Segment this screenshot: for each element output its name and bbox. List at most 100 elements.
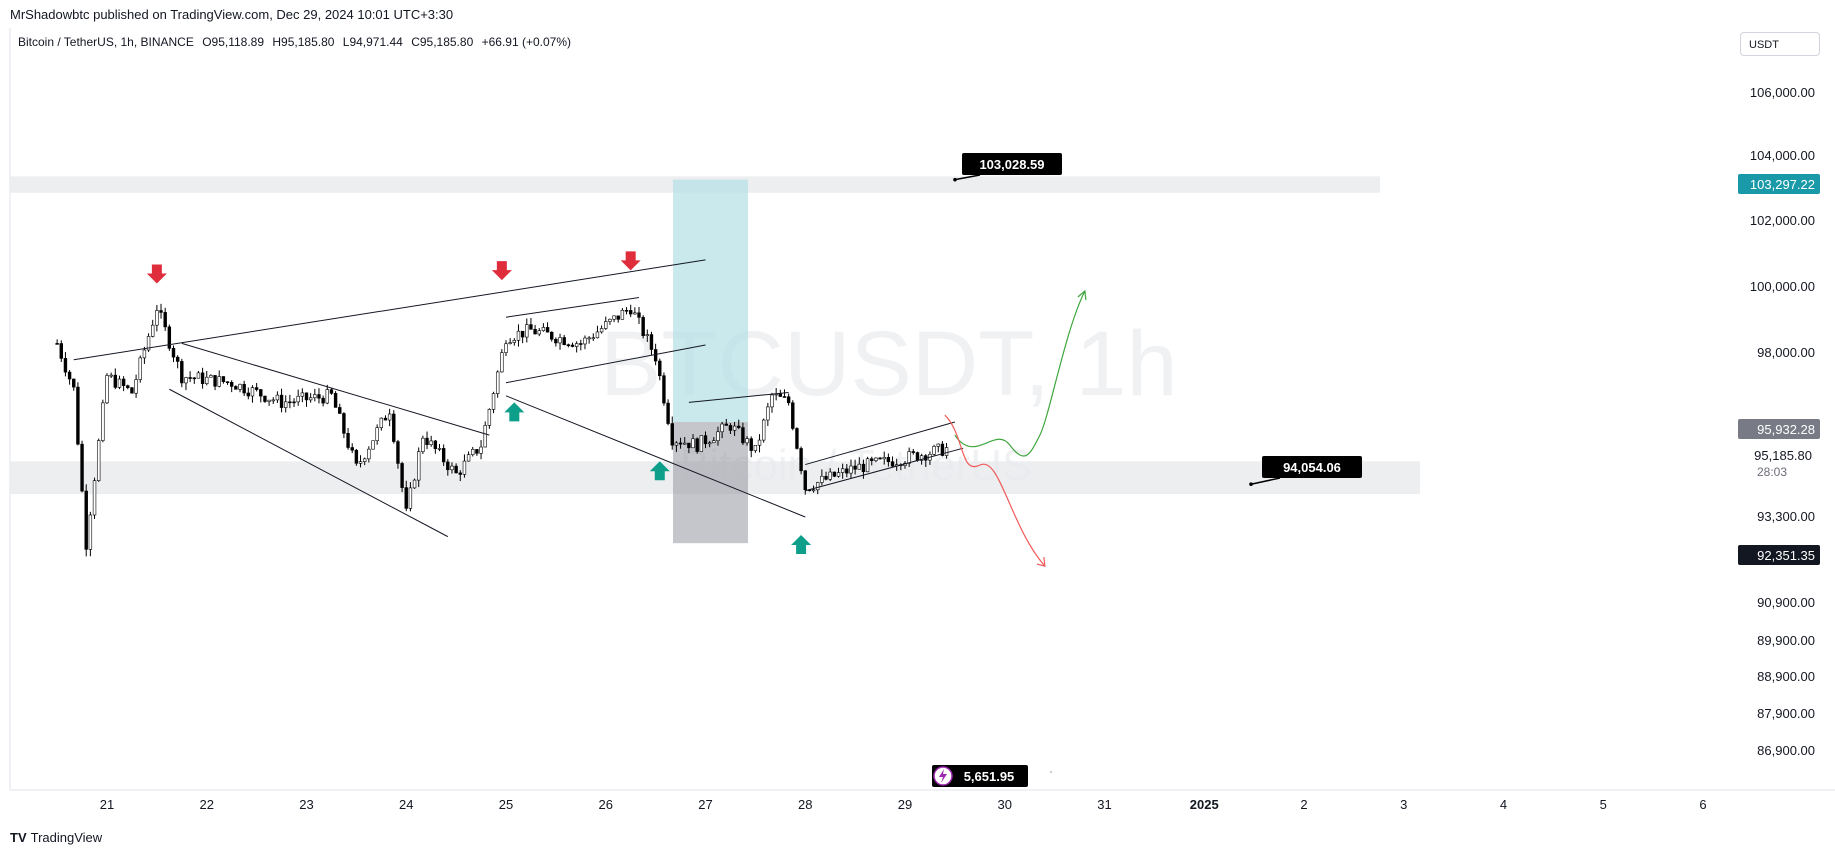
currency-button[interactable]: USDT: [1740, 32, 1820, 56]
candle-body: [446, 461, 450, 471]
candle-body: [192, 377, 196, 380]
position-stop-zone[interactable]: [673, 422, 748, 544]
candle-body: [537, 330, 541, 335]
candle-body: [678, 442, 683, 445]
candle-body: [466, 454, 471, 462]
candle-body: [824, 475, 828, 480]
callout-resistance[interactable]: 103,028.59: [953, 153, 1062, 182]
time-tick-label: 2025: [1190, 797, 1219, 812]
candle-body: [666, 402, 670, 424]
candle-body: [350, 447, 354, 451]
candle-body: [691, 438, 695, 449]
time-tick-label: 6: [1699, 797, 1706, 812]
price-axis[interactable]: 106,000.00 104,000.00 102,000.00 100,000.00…: [1738, 85, 1820, 758]
price-badge-resistance[interactable]: 103,297.22: [1738, 174, 1820, 194]
candle-body: [171, 348, 176, 358]
candle-body: [250, 387, 255, 397]
trendline[interactable]: [505, 395, 806, 518]
candle-body: [907, 451, 911, 464]
trendline[interactable]: [73, 259, 706, 361]
candle-body: [670, 423, 674, 446]
candle-body: [504, 343, 508, 353]
bearish-scenario-arrowhead-icon: [1036, 557, 1046, 567]
candle-body: [362, 458, 367, 462]
candle-body: [574, 343, 579, 347]
sell-arrow-icon[interactable]: [491, 261, 512, 281]
trendline[interactable]: [505, 297, 640, 318]
candle-body: [188, 377, 192, 379]
position-target-zone[interactable]: [673, 179, 748, 422]
price-tick-label: 87,900.00: [1757, 706, 1815, 721]
candle-body: [861, 463, 866, 473]
candle-body: [279, 394, 284, 408]
candle-body: [566, 344, 571, 346]
candle-body: [101, 402, 105, 441]
symbol-legend[interactable]: Bitcoin / TetherUS, 1h, BINANCE O95,118.…: [18, 35, 576, 49]
trendline[interactable]: [505, 344, 706, 384]
symbol-name: Bitcoin / TetherUS, 1h, BINANCE: [18, 35, 194, 49]
candle-body: [421, 437, 425, 452]
last-price-label: 95,185.80: [1754, 448, 1812, 463]
candle-body: [579, 343, 583, 345]
candle-body: [874, 457, 878, 461]
price-tick-label: 88,900.00: [1757, 669, 1815, 684]
candle-body: [379, 417, 384, 428]
trendline[interactable]: [688, 392, 789, 403]
candle-body: [512, 340, 517, 343]
callout-support[interactable]: 94,054.06: [1249, 456, 1362, 487]
candle-body: [412, 479, 417, 489]
price-tick-label: 100,000.00: [1750, 279, 1815, 294]
candle-body: [396, 441, 400, 464]
price-badge-ema[interactable]: 95,932.28: [1738, 419, 1820, 439]
candle-body: [358, 461, 363, 464]
bearish-scenario-path[interactable]: [944, 414, 1046, 567]
price-badge-stop[interactable]: 92,351.35: [1738, 545, 1820, 565]
candle-body: [624, 309, 629, 312]
trendline[interactable]: [181, 342, 490, 436]
candle-body: [151, 324, 155, 337]
time-tick-label: 25: [499, 797, 513, 812]
time-tick-label: 24: [399, 797, 413, 812]
candle-body: [757, 439, 762, 446]
candle-body: [587, 337, 591, 340]
time-tick-label: 23: [299, 797, 313, 812]
candle-body: [142, 349, 147, 359]
candle-body: [105, 375, 109, 404]
candle-body: [92, 480, 97, 516]
candle-body: [487, 409, 492, 426]
sell-arrow-icon[interactable]: [146, 264, 167, 284]
candle-body: [741, 427, 745, 444]
candle-body: [342, 413, 346, 434]
candle-body: [175, 356, 180, 362]
candle-body: [662, 375, 666, 404]
bullish-scenario-path[interactable]: [954, 290, 1086, 457]
ohlc-low: L94,971.44: [342, 35, 403, 49]
candle-body: [88, 514, 93, 550]
candle-body: [371, 440, 375, 450]
candle-body: [791, 402, 795, 429]
candle-body: [533, 329, 537, 335]
time-tick-label: 27: [698, 797, 712, 812]
candle-body: [720, 423, 724, 433]
buy-arrow-icon[interactable]: [791, 534, 812, 554]
candle-body: [229, 382, 234, 387]
candle-body: [221, 376, 226, 382]
bullish-scenario-arrowhead-icon: [1077, 289, 1087, 301]
callout-lightning[interactable]: 5,651.95: [932, 765, 1028, 787]
candle-body: [196, 372, 201, 379]
trendline[interactable]: [805, 421, 956, 466]
candle-body: [325, 389, 329, 404]
buy-arrow-icon[interactable]: [504, 402, 525, 422]
sell-arrow-icon[interactable]: [620, 251, 641, 271]
candle-body: [786, 396, 791, 404]
candle-body: [550, 331, 554, 340]
trendline[interactable]: [805, 447, 964, 492]
trendline[interactable]: [169, 388, 449, 538]
candle-body: [674, 442, 679, 446]
footer-brand[interactable]: TV TradingView: [10, 830, 102, 845]
buy-arrow-icon[interactable]: [649, 461, 670, 481]
time-axis[interactable]: 21 22 23 24 25 26 27 28 29 30 31 2025 2 3 4 5 6: [100, 797, 1707, 812]
trendlines[interactable]: [73, 259, 964, 538]
candle-body: [695, 438, 699, 452]
